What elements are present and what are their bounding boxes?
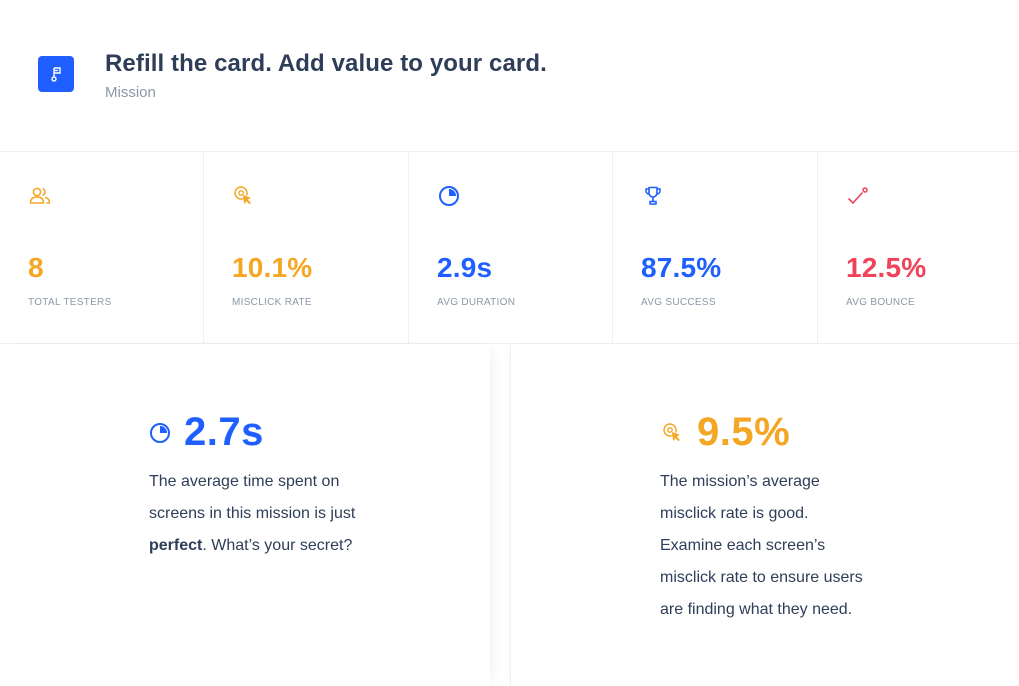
stat-value: 8: [28, 252, 44, 283]
mission-title: Refill the card. Add value to your card.: [105, 50, 547, 77]
description-line: The average time spent on: [149, 473, 340, 490]
bounce-arrow-icon: [848, 187, 868, 204]
duration-insight-card: 2.7s The average time spent on screens i…: [0, 344, 490, 686]
insight-cards: 2.7s The average time spent on screens i…: [0, 344, 1019, 686]
stats-row: 8 TOTAL TESTERS 10.1% MISCLICK RATE 2.9s…: [0, 151, 1019, 344]
description-text: . What’s your secret?: [202, 537, 353, 554]
mission-header: Refill the card. Add value to your card.…: [0, 0, 1019, 152]
stat-avg-duration: 2.9s AVG DURATION: [409, 152, 613, 343]
stat-value: 87.5%: [641, 252, 722, 283]
trophy-icon: [645, 186, 661, 205]
stat-total-testers: 8 TOTAL TESTERS: [0, 152, 204, 343]
description-line: misclick rate is good.: [660, 505, 809, 522]
misclick-cursor-icon: [663, 422, 680, 441]
stat-label: AVG DURATION: [437, 297, 516, 308]
misclick-cursor-icon: [234, 186, 251, 205]
stat-avg-success: 87.5% AVG SUCCESS: [613, 152, 818, 343]
stat-value: 2.9s: [437, 252, 493, 283]
duration-value: 2.7s: [184, 410, 264, 454]
pie-clock-icon: [439, 186, 459, 206]
stat-label: TOTAL TESTERS: [28, 297, 112, 308]
stat-label: AVG SUCCESS: [641, 297, 716, 308]
mission-badge: [38, 56, 74, 92]
flag-icon: [51, 67, 61, 82]
misclick-insight-card: 9.5% The mission’s average misclick rate…: [510, 344, 1019, 686]
pie-clock-icon: [150, 422, 170, 443]
stat-value: 12.5%: [846, 252, 927, 283]
stat-value: 10.1%: [232, 252, 313, 283]
description-line: misclick rate to ensure users: [660, 569, 863, 586]
mission-subtitle: Mission: [105, 84, 156, 101]
description-line: are finding what they need.: [660, 601, 853, 618]
misclick-description: The mission’s average misclick rate is g…: [660, 466, 980, 626]
emphasis-text: perfect: [149, 537, 203, 554]
misclick-value: 9.5%: [697, 410, 791, 454]
duration-description: The average time spent on screens in thi…: [149, 466, 449, 562]
stat-label: AVG BOUNCE: [846, 297, 915, 308]
stat-label: MISCLICK RATE: [232, 297, 312, 308]
description-line: Examine each screen’s: [660, 537, 826, 554]
misclick-headline: 9.5%: [661, 410, 790, 455]
description-line: The mission’s average: [660, 473, 820, 490]
duration-headline: 2.7s: [148, 410, 264, 455]
users-icon: [29, 187, 51, 204]
stat-avg-bounce: 12.5% AVG BOUNCE: [818, 152, 1019, 343]
description-line: perfect. What’s your secret?: [149, 530, 449, 562]
description-line: screens in this mission is just: [149, 505, 356, 522]
stat-misclick-rate: 10.1% MISCLICK RATE: [204, 152, 409, 343]
